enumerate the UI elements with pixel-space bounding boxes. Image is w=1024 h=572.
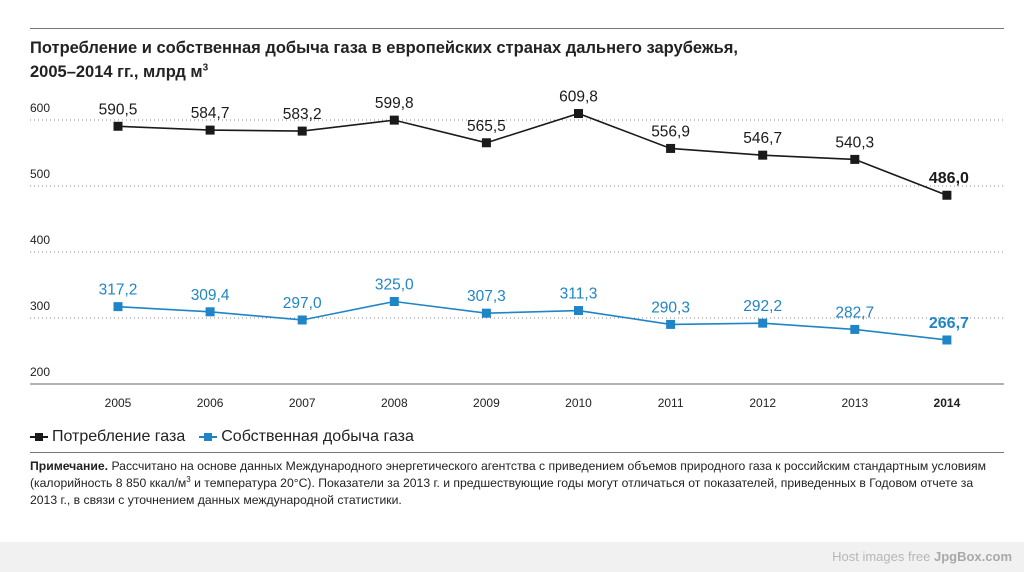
top-rule (30, 28, 1004, 29)
x-tick-label-2007: 2007 (289, 396, 316, 410)
point-consumption-2008 (389, 115, 399, 125)
point-consumption-2005 (113, 121, 123, 131)
point-consumption-2014 (942, 190, 952, 200)
footer-brand-link[interactable]: JpgBox.com (933, 549, 1012, 564)
chart-title: Потребление и собственная добыча газа в … (30, 36, 990, 84)
chart-note: Примечание. Рассчитано на основе данных … (30, 458, 995, 509)
note-text-2: и температура 20°С). Показатели за 2013 … (30, 476, 974, 507)
legend-marker-production-icon (199, 431, 218, 443)
data-label-production-2010: 311,3 (560, 286, 598, 303)
point-production-2005 (113, 302, 123, 312)
footer-band (0, 542, 1024, 572)
x-tick-label-2011: 2011 (658, 396, 684, 410)
point-consumption-2013 (850, 154, 860, 164)
title-line-1: Потребление и собственная добыча газа в … (30, 39, 738, 57)
data-label-production-2005: 317,2 (99, 282, 138, 299)
data-label-consumption-2007: 583,2 (283, 106, 322, 123)
data-label-consumption-2012: 546,7 (743, 130, 782, 147)
data-label-consumption-2006: 584,7 (191, 105, 230, 122)
note-text-1: Рассчитано на основе данных Международно… (30, 459, 986, 490)
x-tick-label-2006: 2006 (197, 396, 224, 410)
point-consumption-2012 (758, 150, 768, 160)
data-label-consumption-2009: 565,5 (467, 118, 506, 135)
x-tick-label-2012: 2012 (749, 396, 776, 410)
point-production-2014 (942, 335, 952, 345)
data-label-production-2009: 307,3 (467, 288, 506, 305)
note-rule (30, 452, 1004, 453)
y-tick-label-300: 300 (30, 299, 50, 313)
data-label-production-2007: 297,0 (283, 295, 322, 312)
legend-label-consumption: Потребление газа (52, 428, 186, 445)
point-production-2009 (481, 308, 491, 318)
point-consumption-2009 (481, 138, 491, 148)
y-tick-label-200: 200 (30, 365, 50, 379)
legend-label-production: Собственная добыча газа (221, 428, 414, 445)
title-line-2-text: 2005–2014 гг., млрд м (30, 63, 203, 81)
point-production-2012 (758, 318, 768, 328)
point-consumption-2011 (666, 143, 676, 153)
title-superscript: 3 (202, 62, 209, 74)
y-tick-label-500: 500 (30, 167, 50, 181)
footer-credit: Host images free JpgBox.com (832, 549, 1012, 564)
legend-item-consumption: Потребление газа (30, 428, 185, 446)
chart-legend: Потребление газа Собственная добыча газа (30, 424, 428, 450)
x-tick-label-2008: 2008 (381, 396, 408, 410)
point-production-2013 (850, 324, 860, 334)
data-label-consumption-2013: 540,3 (835, 134, 874, 151)
data-label-production-2012: 292,2 (743, 298, 782, 315)
data-label-production-2006: 309,4 (191, 287, 230, 304)
point-production-2007 (297, 315, 307, 325)
data-label-consumption-2011: 556,9 (651, 123, 690, 140)
x-tick-label-2010: 2010 (565, 396, 592, 410)
data-label-production-2008: 325,0 (375, 277, 414, 294)
point-consumption-2010 (574, 109, 583, 119)
gas-line-chart: 200 300 400 500 600 2005 2006 2007 2008 2009 2010 2… (30, 89, 1004, 410)
data-label-production-2011: 290,3 (651, 299, 690, 316)
note-superscript: 3 (186, 474, 191, 484)
y-tick-label-600: 600 (30, 101, 50, 115)
point-production-2011 (666, 319, 676, 329)
point-consumption-2007 (297, 126, 307, 136)
point-production-2010 (574, 306, 583, 316)
data-label-consumption-2008: 599,8 (375, 95, 414, 112)
point-production-2008 (389, 297, 399, 306)
x-tick-label-2009: 2009 (473, 396, 500, 410)
note-label: Примечание. (30, 459, 109, 473)
legend-marker-consumption-icon (30, 431, 48, 443)
x-tick-label-2013: 2013 (841, 396, 868, 410)
data-label-consumption-2005: 590,5 (99, 101, 138, 118)
y-tick-label-400: 400 (30, 233, 50, 247)
series-line-consumption (117, 112, 948, 196)
x-tick-label-2005: 2005 (105, 396, 132, 410)
footer-prefix: Host images free (832, 549, 934, 564)
title-line-2: 2005–2014 гг., млрд м3 (30, 60, 990, 84)
point-production-2006 (205, 307, 215, 317)
data-label-consumption-2010: 609,8 (559, 89, 598, 106)
data-label-production-2014: 266,7 (929, 315, 969, 332)
data-label-production-2013: 282,7 (835, 304, 874, 321)
point-consumption-2006 (205, 125, 215, 135)
data-label-consumption-2014: 486,0 (929, 170, 969, 187)
legend-item-production: Собственная добыча газа (199, 428, 414, 446)
x-tick-label-2014: 2014 (934, 396, 961, 410)
series-line-production (117, 300, 947, 341)
